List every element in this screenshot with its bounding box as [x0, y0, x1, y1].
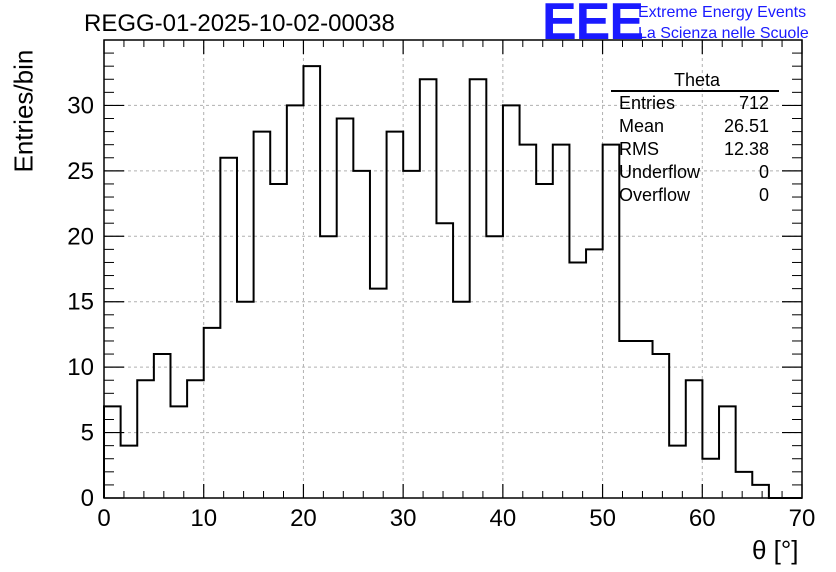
stats-row-overflow: Overflow 0: [611, 184, 779, 207]
y-tick-label: 5: [81, 420, 94, 447]
x-tick-label: 50: [589, 505, 616, 532]
x-tick-label: 70: [789, 505, 816, 532]
chart-title: REGG-01-2025-10-02-00038: [84, 10, 395, 37]
y-tick-label: 25: [67, 158, 94, 185]
stats-value: 26.51: [723, 116, 769, 136]
axis-ticks: [103, 40, 803, 499]
histogram-bin: [669, 446, 686, 498]
histogram-bin: [204, 328, 221, 498]
y-tick-label: 0: [81, 485, 94, 512]
tick-labels: 0 10 20 30 40 50 60 70 0 5 10 15 20 25 30: [67, 92, 815, 532]
stats-row-mean: Mean 26.51: [611, 115, 779, 138]
histogram-bin: [436, 223, 453, 498]
histogram-bin: [736, 472, 753, 498]
histogram-bin: [619, 341, 636, 498]
x-tick-label: 10: [190, 505, 217, 532]
histogram-bin: [702, 459, 719, 498]
histogram-bin: [470, 79, 487, 498]
x-tick-label: 30: [390, 505, 417, 532]
histogram-bin: [520, 145, 537, 498]
stats-row-rms: RMS 12.38: [611, 138, 779, 161]
stats-value: 0: [758, 162, 769, 182]
histogram-bin: [370, 289, 387, 498]
x-tick-label: 60: [689, 505, 716, 532]
plot-frame: [103, 39, 803, 499]
histogram-bin: [553, 145, 570, 498]
y-tick-label: 10: [67, 354, 94, 381]
stats-label: Mean: [619, 116, 665, 136]
stats-value: 712: [738, 93, 769, 113]
histogram-bin: [121, 446, 138, 498]
histogram-bin: [237, 302, 254, 498]
histogram-bin: [337, 119, 354, 498]
histogram-bin: [503, 105, 520, 498]
logo-line-1: Extreme Energy Events: [638, 4, 807, 21]
stats-label: RMS: [619, 139, 659, 159]
logo-line-2: La Scienza nelle Scuole: [638, 25, 809, 42]
histogram-bin: [353, 171, 370, 498]
histogram-bin: [719, 406, 736, 498]
x-tick-label: 40: [490, 505, 517, 532]
histogram-bin: [586, 249, 603, 498]
histogram-bin: [154, 354, 171, 498]
histogram-bin: [387, 132, 404, 498]
histogram-bin: [170, 406, 187, 498]
stats-row-entries: Entries 712: [611, 92, 779, 115]
histogram-bin: [254, 132, 271, 498]
histogram-bin: [303, 66, 320, 498]
histogram-bin: [686, 380, 703, 498]
histogram-bin: [569, 262, 586, 498]
histogram-bin: [536, 184, 553, 498]
histogram-bin: [187, 380, 204, 498]
stats-value: 0: [758, 185, 769, 205]
eee-logo: EEE: [542, 0, 644, 51]
histogram-bin: [403, 171, 420, 498]
histogram-bin: [137, 380, 154, 498]
histogram-bin: [104, 406, 121, 498]
stats-box: Theta Entries 712 Mean 26.51 RMS 12.38 U…: [611, 70, 779, 207]
histogram-bin: [420, 79, 437, 498]
histogram-bin: [220, 158, 237, 498]
x-tick-label: 0: [97, 505, 110, 532]
stats-title: Theta: [611, 70, 779, 92]
stats-row-underflow: Underflow 0: [611, 161, 779, 184]
y-tick-label: 30: [67, 92, 94, 119]
stats-label: Overflow: [619, 185, 691, 205]
histogram-bin: [752, 485, 769, 498]
stats-label: Underflow: [619, 162, 701, 182]
y-axis-label: Entries/bin: [8, 49, 39, 173]
histogram-bin: [636, 341, 653, 498]
y-tick-label: 20: [67, 223, 94, 250]
y-tick-label: 15: [67, 289, 94, 316]
histogram-outline: [103, 65, 803, 499]
histogram-bin: [453, 302, 470, 498]
stats-label: Entries: [619, 93, 676, 113]
histogram-bin: [270, 184, 287, 498]
histogram-bin: [287, 105, 304, 498]
x-axis-label: θ [°]: [752, 535, 799, 565]
x-tick-label: 20: [290, 505, 317, 532]
stats-value: 12.38: [723, 139, 769, 159]
histogram-bin: [653, 354, 670, 498]
